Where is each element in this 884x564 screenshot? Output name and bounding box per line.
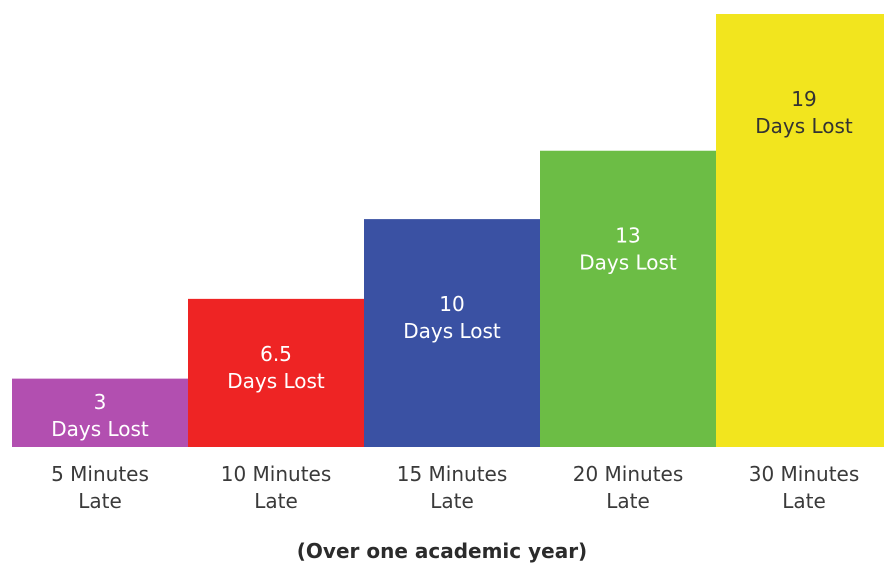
category-label: Late	[254, 489, 298, 513]
category-label: 30 Minutes	[749, 462, 860, 486]
category-label: Late	[430, 489, 474, 513]
chart-footnote: (Over one academic year)	[297, 539, 587, 563]
bar-value-label: 19	[791, 87, 816, 111]
bar-4	[540, 150, 716, 447]
category-label: 5 Minutes	[51, 462, 149, 486]
category-label: 10 Minutes	[221, 462, 332, 486]
category-label: Late	[606, 489, 650, 513]
category-label: Late	[782, 489, 826, 513]
bar-labels-group: 3 Days Lost 6.5 Days Lost 10 Days Lost 13 Days …	[51, 87, 853, 441]
bar-value-label: 6.5	[260, 342, 292, 366]
bar-5	[716, 14, 884, 447]
category-label: Late	[78, 489, 122, 513]
bar-1	[12, 378, 188, 447]
bar-3	[364, 219, 540, 447]
category-labels-group: 5 Minutes Late 10 Minutes Late 15 Minutes Lat…	[51, 462, 859, 513]
bar-unit-label: Days Lost	[227, 369, 325, 393]
bar-unit-label: Days Lost	[403, 319, 501, 343]
bar-unit-label: Days Lost	[579, 251, 677, 275]
bar-unit-label: Days Lost	[755, 114, 853, 138]
bar-value-label: 3	[94, 390, 107, 414]
bar-value-label: 13	[615, 224, 640, 248]
category-label: 20 Minutes	[573, 462, 684, 486]
bars-group	[12, 14, 884, 447]
bar-value-label: 10	[439, 292, 464, 316]
bar-2	[188, 298, 364, 447]
category-label: 15 Minutes	[397, 462, 508, 486]
bar-unit-label: Days Lost	[51, 417, 149, 441]
